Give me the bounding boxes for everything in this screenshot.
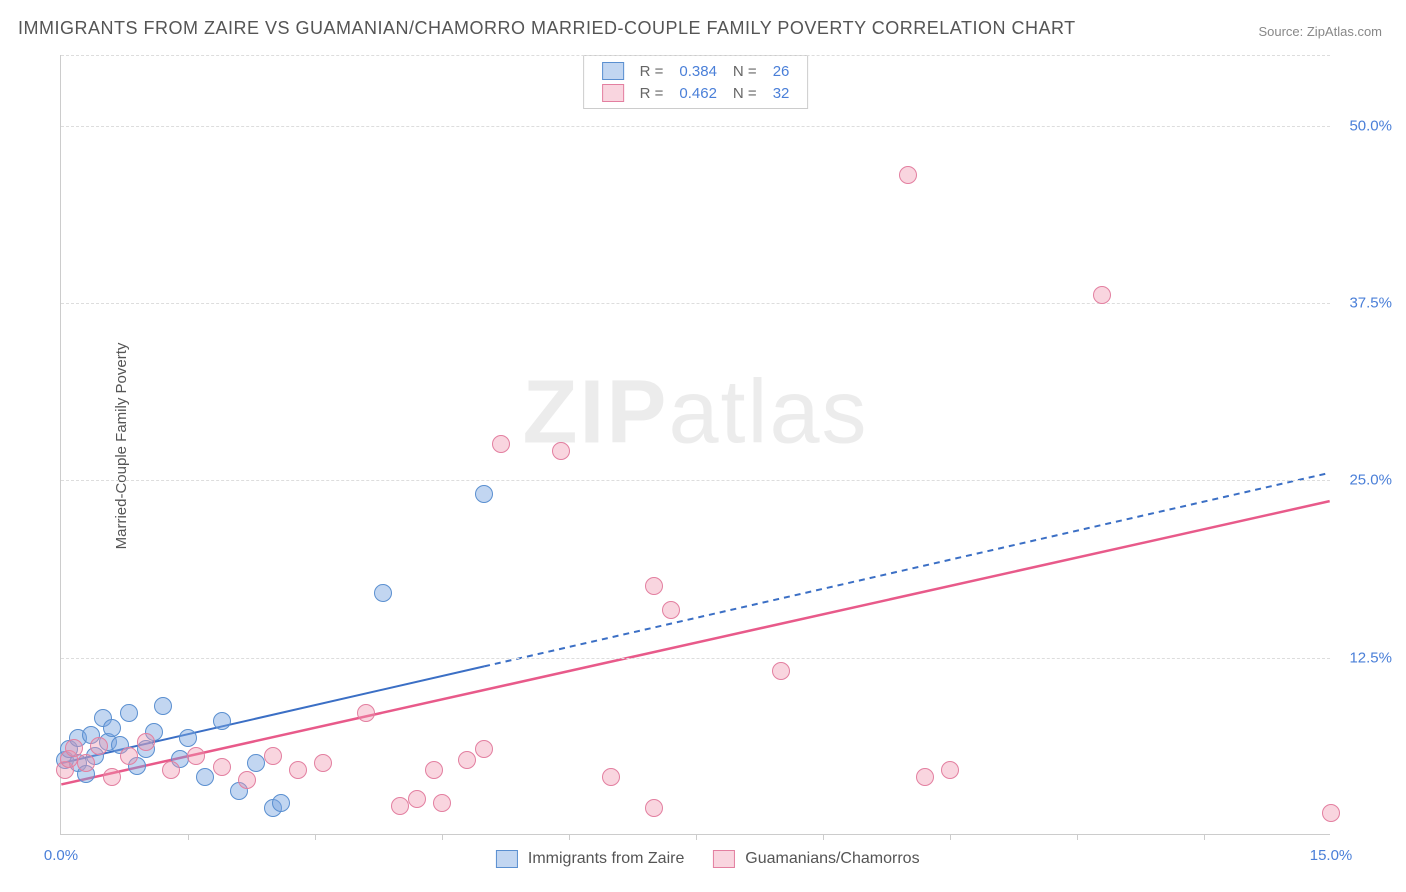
- y-tick-label: 12.5%: [1337, 649, 1392, 666]
- data-point: [916, 768, 934, 786]
- data-point: [475, 740, 493, 758]
- data-point: [90, 737, 108, 755]
- swatch-series1: [602, 62, 624, 80]
- legend-row-series2: R = 0.462 N = 32: [594, 82, 798, 104]
- data-point: [314, 754, 332, 772]
- data-point: [602, 768, 620, 786]
- data-point: [137, 733, 155, 751]
- data-point: [289, 761, 307, 779]
- data-point: [1322, 804, 1340, 822]
- gridline: [61, 126, 1330, 127]
- y-tick-label: 50.0%: [1337, 117, 1392, 134]
- data-point: [162, 761, 180, 779]
- data-point: [187, 747, 205, 765]
- series1-name: Immigrants from Zaire: [528, 850, 684, 867]
- x-tick-label: 15.0%: [1310, 847, 1353, 864]
- data-point: [65, 739, 83, 757]
- y-tick-label: 25.0%: [1337, 472, 1392, 489]
- data-point: [238, 771, 256, 789]
- gridline: [61, 480, 1330, 481]
- data-point: [264, 747, 282, 765]
- data-point: [247, 754, 265, 772]
- data-point: [425, 761, 443, 779]
- data-point: [475, 485, 493, 503]
- data-point: [272, 794, 290, 812]
- data-point: [77, 754, 95, 772]
- series-legend: Immigrants from Zaire Guamanians/Chamorr…: [471, 850, 919, 868]
- data-point: [552, 442, 570, 460]
- data-point: [120, 747, 138, 765]
- x-tick-mark: [188, 834, 189, 840]
- swatch-series2-bottom: [713, 850, 735, 868]
- scatter-plot-area: ZIPatlas R = 0.384 N = 26 R = 0.462 N = …: [60, 55, 1330, 835]
- gridline: [61, 55, 1330, 56]
- x-tick-label: 0.0%: [44, 847, 78, 864]
- data-point: [408, 790, 426, 808]
- data-point: [433, 794, 451, 812]
- source-attribution: Source: ZipAtlas.com: [1258, 24, 1382, 39]
- legend-row-series1: R = 0.384 N = 26: [594, 60, 798, 82]
- series2-name: Guamanians/Chamorros: [745, 850, 919, 867]
- swatch-series2: [602, 84, 624, 102]
- data-point: [179, 729, 197, 747]
- data-point: [645, 577, 663, 595]
- data-point: [103, 719, 121, 737]
- data-point: [120, 704, 138, 722]
- data-point: [941, 761, 959, 779]
- x-tick-mark: [569, 834, 570, 840]
- data-point: [357, 704, 375, 722]
- data-point: [1093, 286, 1111, 304]
- y-tick-label: 37.5%: [1337, 295, 1392, 312]
- gridline: [61, 303, 1330, 304]
- gridline: [61, 658, 1330, 659]
- chart-title: IMMIGRANTS FROM ZAIRE VS GUAMANIAN/CHAMO…: [18, 18, 1076, 39]
- x-tick-mark: [442, 834, 443, 840]
- data-point: [458, 751, 476, 769]
- swatch-series1-bottom: [495, 850, 517, 868]
- x-tick-mark: [315, 834, 316, 840]
- data-point: [374, 584, 392, 602]
- x-tick-mark: [950, 834, 951, 840]
- data-point: [899, 166, 917, 184]
- data-point: [213, 758, 231, 776]
- data-point: [391, 797, 409, 815]
- watermark-text: ZIPatlas: [522, 362, 868, 465]
- x-tick-mark: [823, 834, 824, 840]
- data-point: [772, 662, 790, 680]
- data-point: [213, 712, 231, 730]
- trend-lines: [61, 55, 1330, 834]
- x-tick-mark: [1077, 834, 1078, 840]
- data-point: [103, 768, 121, 786]
- data-point: [492, 435, 510, 453]
- data-point: [154, 697, 172, 715]
- x-tick-mark: [1204, 834, 1205, 840]
- correlation-legend: R = 0.384 N = 26 R = 0.462 N = 32: [583, 55, 809, 109]
- data-point: [662, 601, 680, 619]
- x-tick-mark: [696, 834, 697, 840]
- data-point: [196, 768, 214, 786]
- data-point: [645, 799, 663, 817]
